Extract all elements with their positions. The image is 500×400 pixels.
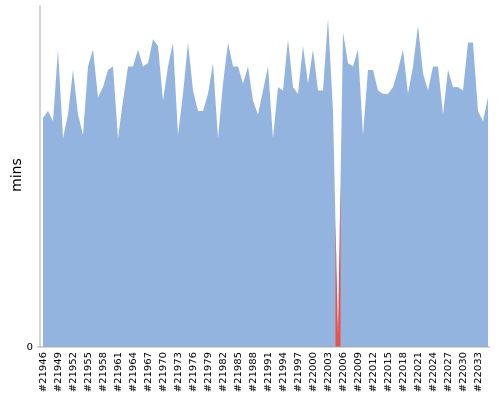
x-tick-label: #22027 [443, 352, 454, 392]
x-tick-label: #21952 [68, 352, 79, 392]
x-tick-label: #22015 [383, 352, 394, 392]
x-tick-label: #22024 [428, 352, 439, 392]
x-tick-label: #21955 [83, 352, 94, 392]
x-tick-label: #22030 [458, 352, 469, 392]
x-tick-label: #21961 [113, 352, 124, 392]
x-tick-label: #21997 [293, 352, 304, 392]
x-tick-label: #22033 [473, 352, 484, 392]
x-tick-label: #22021 [413, 352, 424, 392]
area [43, 18, 488, 348]
y-tick-label: 0 [27, 342, 33, 353]
x-tick-label: #21976 [188, 352, 199, 392]
x-tick-label: #21946 [38, 352, 49, 392]
x-tick-label: #21967 [143, 352, 154, 392]
x-tick-label: #21985 [233, 352, 244, 392]
x-tick-label: #21964 [128, 352, 139, 392]
x-tick-label: #21949 [53, 352, 64, 392]
x-tick-label: #22018 [398, 352, 409, 392]
failed-build [335, 184, 341, 347]
x-tick-label: #21982 [218, 352, 229, 392]
x-tick-label: #21958 [98, 352, 109, 392]
x-tick-label: #22006 [338, 352, 349, 392]
x-tick-label: #22003 [323, 352, 334, 392]
x-tick-label: #21991 [263, 352, 274, 392]
x-tick-label: #22009 [353, 352, 364, 392]
x-tick-label: #22012 [368, 352, 379, 392]
x-tick-label: #21988 [248, 352, 259, 392]
x-tick-label: #21994 [278, 352, 289, 392]
x-tick-label: #21973 [173, 352, 184, 392]
x-tick-label: #22000 [308, 352, 319, 392]
y-axis-label: mins [9, 158, 25, 192]
x-tick-label: #21979 [203, 352, 214, 392]
x-tick-label: #21970 [158, 352, 169, 392]
